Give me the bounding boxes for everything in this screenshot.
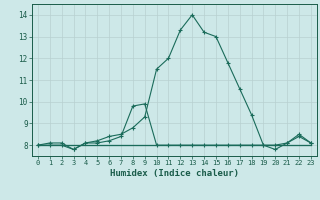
X-axis label: Humidex (Indice chaleur): Humidex (Indice chaleur) bbox=[110, 169, 239, 178]
